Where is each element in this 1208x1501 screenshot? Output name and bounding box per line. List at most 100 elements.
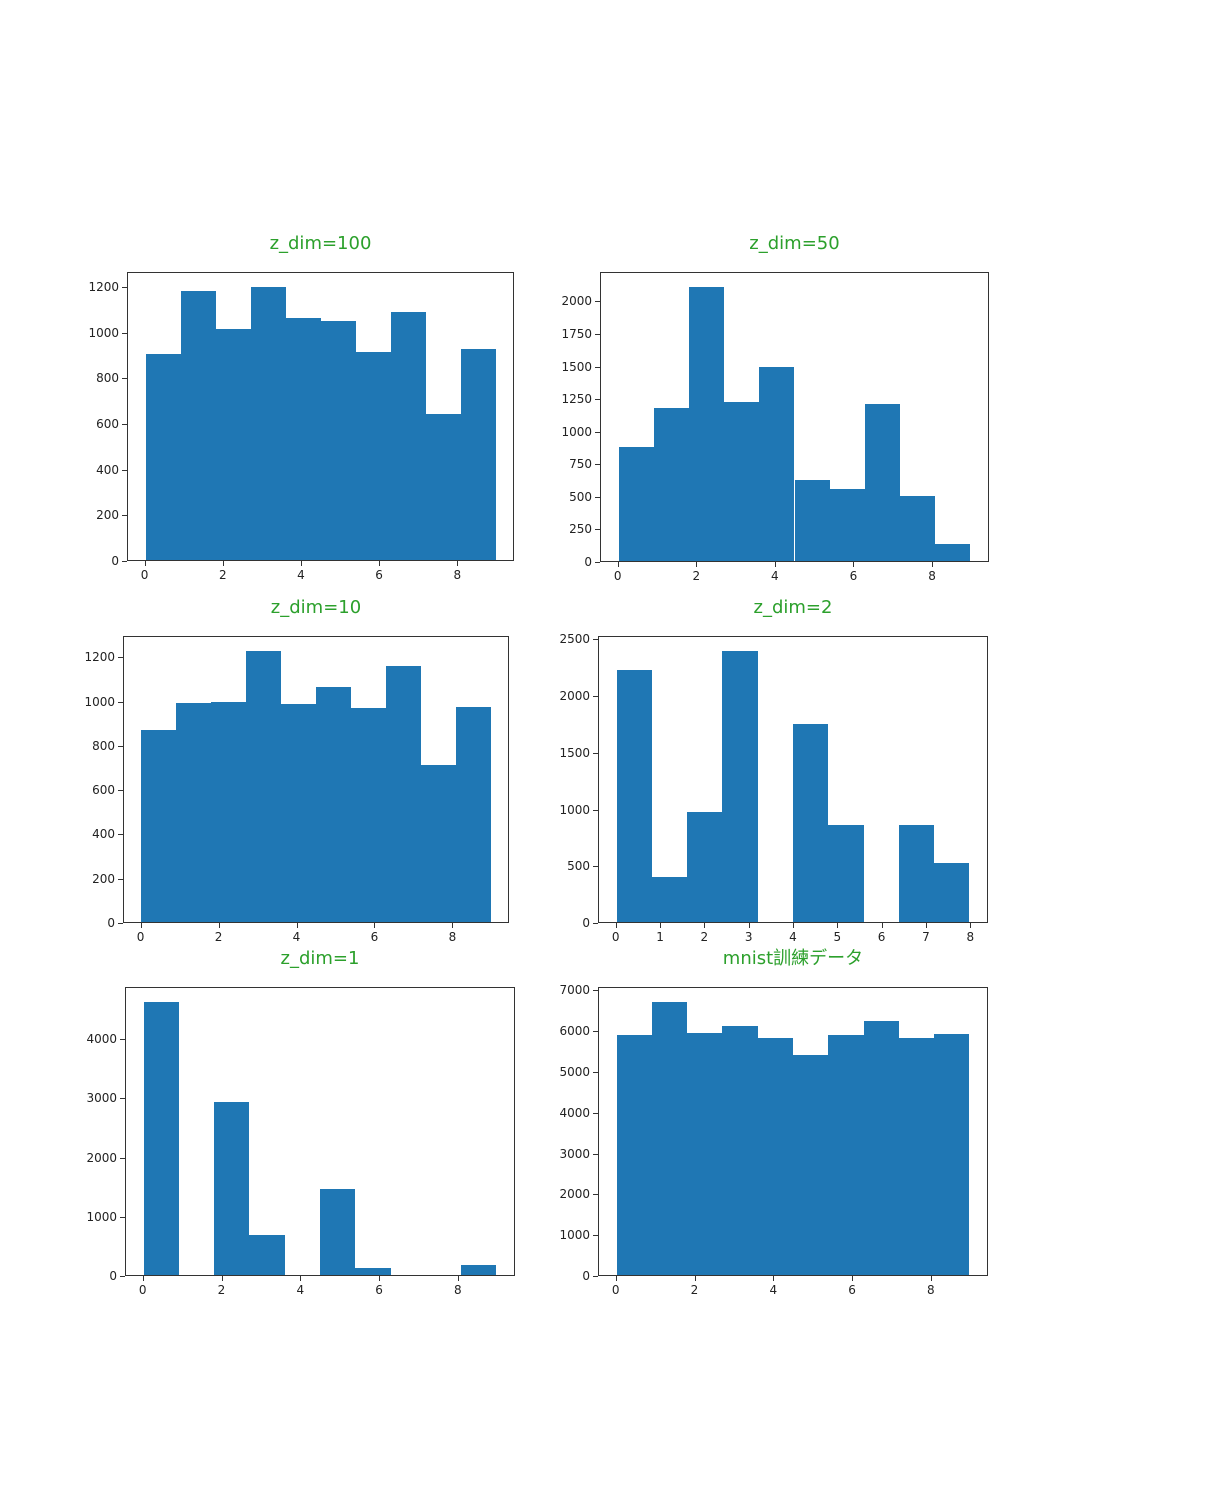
histogram-bar [250,286,286,560]
x-tick-mark [457,561,459,566]
y-tick-mark [118,878,123,880]
x-tick-label: 2 [218,568,227,582]
histogram-bar [320,320,356,560]
y-tick-label: 0 [582,916,590,930]
y-tick-mark [593,866,598,868]
histogram-bar [281,704,316,922]
y-tick-mark [120,1039,125,1041]
y-tick-mark [122,332,127,334]
y-tick-label: 2500 [559,632,590,647]
x-tick-label: 4 [789,930,797,944]
x-tick-mark [704,923,706,928]
y-tick-label: 400 [96,462,119,477]
x-tick-mark [881,923,883,928]
x-tick-label: 0 [138,1283,147,1297]
y-tick-mark [122,286,127,288]
x-tick-mark [773,1276,775,1281]
y-tick-label: 200 [96,508,119,523]
y-tick-mark [595,366,600,368]
x-tick-mark [142,1276,144,1281]
x-tick-mark [837,923,839,928]
y-tick-label: 800 [96,371,119,386]
histogram-bar [651,876,688,922]
y-tick-mark [593,639,598,641]
histogram-bar [425,413,461,560]
y-tick-label: 500 [567,859,590,874]
plot-area [600,272,989,562]
histogram-bar [420,764,456,922]
x-tick-mark [852,1276,854,1281]
histogram-bar [461,1264,497,1275]
y-tick-mark [120,1276,125,1277]
y-tick-mark [122,423,127,425]
y-tick-mark [593,752,598,754]
y-tick-label: 2000 [86,1150,117,1165]
y-tick-mark [118,834,123,836]
histogram-bar [249,1235,285,1275]
plot-area [598,636,988,923]
y-tick-label: 1000 [88,325,119,340]
x-tick-mark [144,561,146,566]
x-tick-label: 8 [966,930,975,944]
y-tick-mark [595,431,600,433]
x-tick-label: 2 [700,930,709,944]
x-tick-mark [222,561,224,566]
y-tick-mark [593,923,598,924]
histogram-bar [863,1021,899,1275]
histogram-bar [180,291,216,560]
x-tick-mark [696,562,698,567]
y-tick-label: 400 [92,827,115,842]
histogram-bar [722,650,758,922]
subplot-z-dim-1: z_dim=1 0 1000 2000 3000 4000 0 2 4 6 8 [86,948,515,1297]
histogram-bar [246,650,282,922]
y-tick-label: 5000 [559,1064,590,1079]
y-tick-label: 4000 [559,1105,590,1120]
x-tick-mark [615,1276,617,1281]
y-tick-mark [595,301,600,303]
histogram-bar [828,1035,864,1275]
x-tick-mark [925,923,927,928]
y-tick-label: 1200 [88,279,119,294]
y-tick-label: 0 [107,916,115,930]
y-tick-label: 600 [92,783,115,798]
x-tick-label: 1 [656,930,664,944]
histogram-bar [616,669,652,922]
x-tick-label: 8 [448,930,457,944]
histogram-bar [141,729,177,922]
y-tick-label: 1000 [86,1209,117,1224]
histogram-bar [145,353,181,560]
x-tick-label: 0 [136,930,145,944]
x-tick-label: 6 [848,1283,856,1297]
y-tick-label: 2000 [561,294,592,309]
x-tick-label: 8 [453,568,462,582]
x-tick-label: 6 [370,930,379,944]
y-tick-label: 2000 [559,689,590,704]
y-tick-label: 0 [109,1269,117,1283]
histogram-bar [900,495,936,561]
histogram-bar [793,724,829,922]
y-tick-mark [593,696,598,698]
y-tick-mark [593,1031,598,1033]
x-tick-label: 6 [375,568,383,582]
x-tick-label: 4 [297,568,305,582]
subplot-z-dim-2: z_dim=2 0 500 1000 1500 2000 2500 0 1 2 3 4 5 6 7 8 [559,597,988,944]
x-tick-label: 0 [611,1283,620,1297]
histogram-bar [616,1034,652,1275]
plot-area [127,272,514,561]
histogram-bar [214,1102,250,1275]
histogram-bar [143,1001,179,1275]
y-tick-mark [118,701,123,703]
y-tick-mark [593,1153,598,1155]
histogram-bar [355,1267,391,1275]
histogram-bar [385,666,421,922]
y-tick-label: 200 [92,871,115,886]
y-tick-label: 1500 [559,745,590,760]
y-tick-mark [122,515,127,517]
y-tick-mark [593,1235,598,1237]
x-tick-mark [970,923,972,928]
y-tick-mark [122,378,127,380]
y-tick-label: 1250 [561,392,592,407]
y-tick-mark [122,469,127,471]
histogram-bar [211,702,247,922]
y-tick-label: 1000 [84,694,115,709]
